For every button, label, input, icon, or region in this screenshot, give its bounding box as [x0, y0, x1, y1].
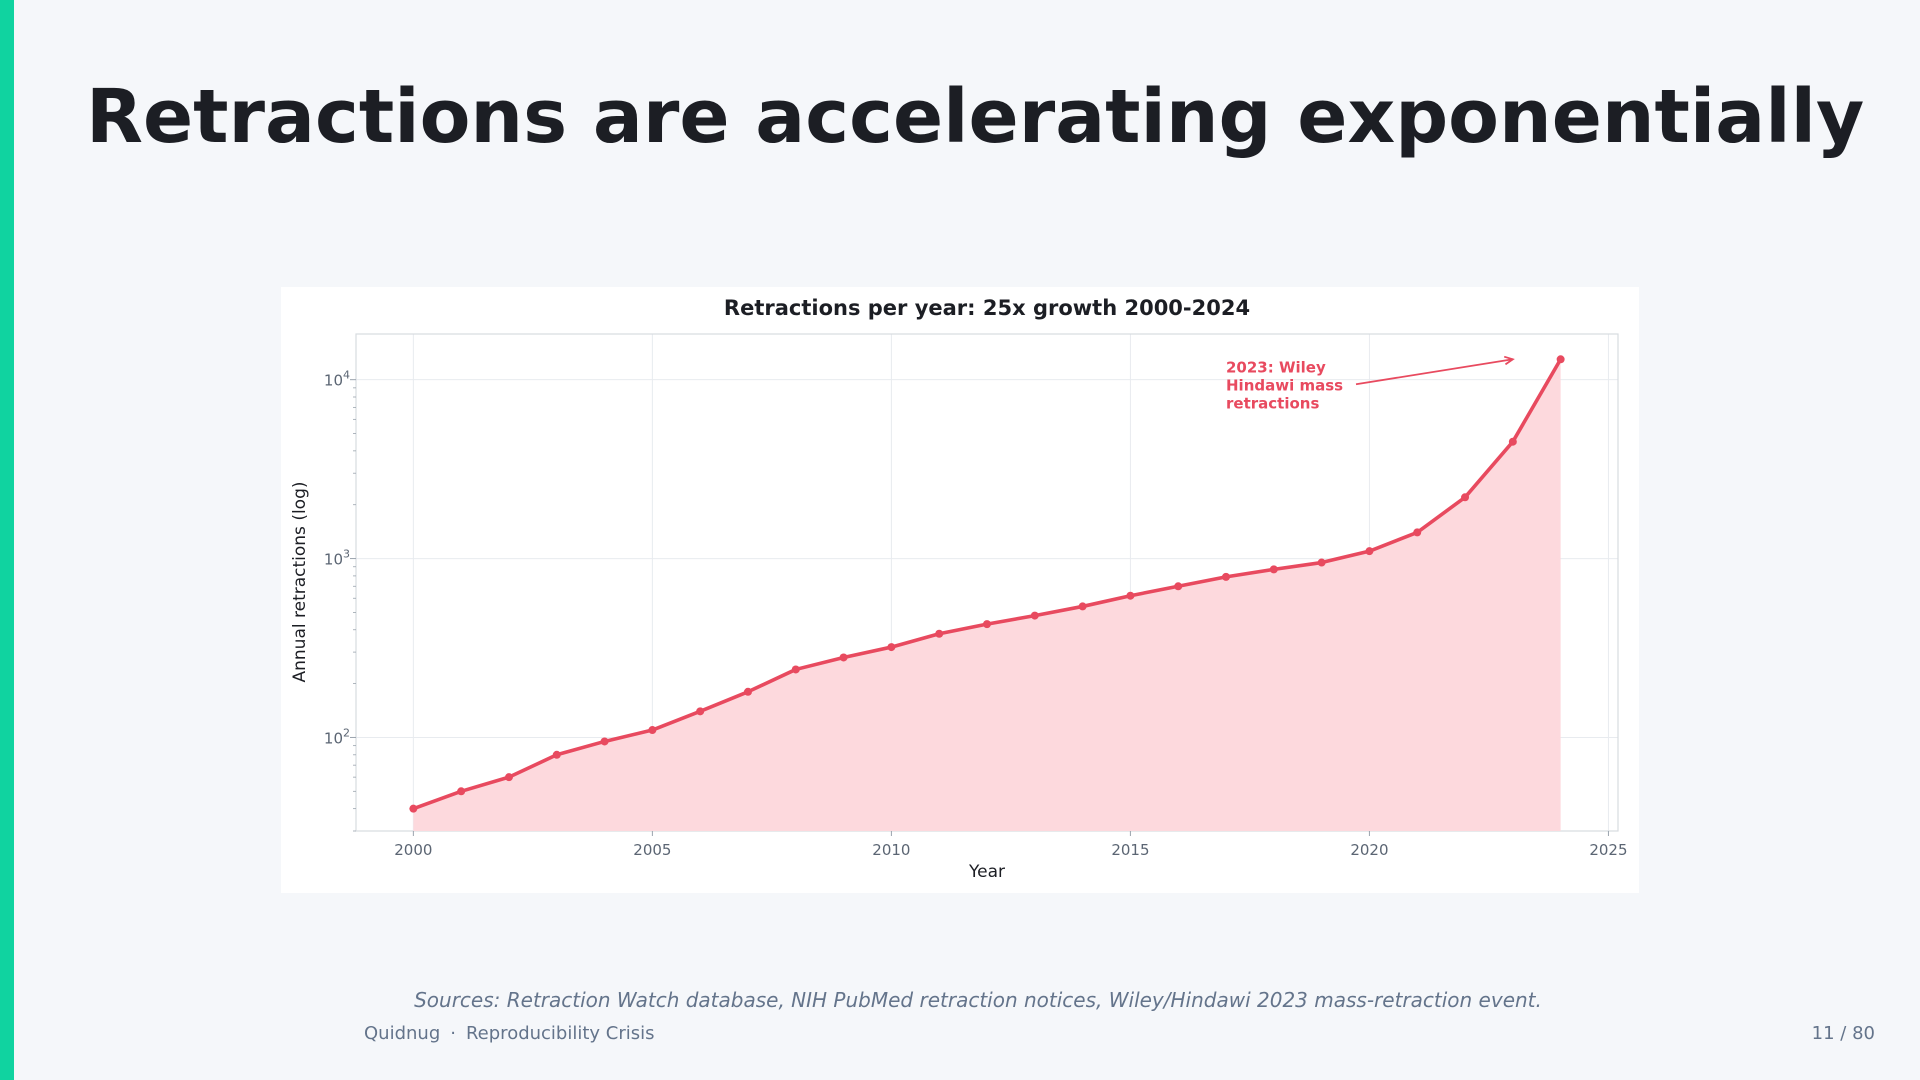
data-point-2024 — [1556, 355, 1565, 364]
footer-section: Reproducibility Crisis — [465, 1023, 655, 1044]
area-fill — [413, 359, 1561, 831]
data-point-2018 — [1269, 565, 1278, 574]
annotation: 2023: Wiley Hindawi mass retractions — [1226, 355, 1515, 412]
x-tick-label: 2005 — [633, 841, 671, 859]
retractions-chart: Retractions per year: 25x growth 2000-20… — [290, 296, 1628, 882]
data-point-2009 — [839, 653, 848, 662]
data-point-2010 — [887, 643, 896, 652]
data-point-2011 — [935, 629, 944, 638]
data-point-2006 — [696, 707, 705, 716]
footer-separator: · — [450, 1023, 456, 1044]
x-tick-label: 2020 — [1350, 841, 1388, 859]
y-tick-label: 103 — [324, 548, 350, 569]
x-tick-label: 2015 — [1111, 841, 1149, 859]
y-axis-label: Annual retractions (log) — [290, 482, 310, 683]
data-point-2020 — [1365, 547, 1374, 556]
area-layer — [409, 355, 1565, 831]
page-number: 11 / 80 — [1811, 1023, 1875, 1044]
data-point-2000 — [409, 804, 418, 813]
data-point-2001 — [457, 787, 466, 796]
data-point-2023 — [1508, 437, 1517, 446]
x-tick-label: 2025 — [1589, 841, 1627, 859]
sources-note: Sources: Retraction Watch database, NIH … — [414, 988, 1542, 1012]
x-tick-label: 2000 — [394, 841, 432, 859]
data-point-2004 — [600, 737, 609, 746]
annotation-text: 2023: Wiley Hindawi mass retractions — [1226, 358, 1343, 412]
data-point-2015 — [1126, 591, 1135, 600]
data-point-2003 — [552, 750, 561, 759]
axis-ticks: 2000 2005 2010 2015 2020 2025 102 103 104 — [324, 369, 1628, 859]
data-point-2016 — [1174, 582, 1183, 591]
annotation-arrow — [1355, 358, 1513, 386]
data-point-2022 — [1461, 493, 1470, 502]
y-tick-label: 104 — [324, 369, 350, 390]
y-tick-label: 102 — [324, 726, 350, 747]
data-point-2017 — [1222, 572, 1231, 581]
data-point-2019 — [1317, 558, 1326, 567]
data-point-2005 — [648, 726, 657, 735]
data-point-2014 — [1078, 602, 1087, 611]
data-point-2012 — [983, 620, 991, 629]
data-point-2013 — [1030, 611, 1039, 620]
chart-card: Retractions per year: 25x growth 2000-20… — [281, 287, 1639, 893]
accent-bar — [0, 0, 14, 1080]
data-point-2007 — [743, 687, 752, 696]
x-tick-label: 2010 — [872, 841, 910, 859]
footer-brand: Quidnug — [364, 1023, 441, 1044]
data-point-2021 — [1413, 528, 1422, 537]
slide-title: Retractions are accelerating exponential… — [86, 74, 1865, 160]
x-axis-label: Year — [968, 862, 1005, 882]
footer-left: Quidnug · Reproducibility Crisis — [364, 1023, 655, 1044]
data-point-2008 — [791, 665, 800, 674]
data-point-2002 — [504, 773, 513, 782]
annotation-arrowhead — [1503, 355, 1515, 366]
chart-title: Retractions per year: 25x growth 2000-20… — [724, 296, 1250, 320]
